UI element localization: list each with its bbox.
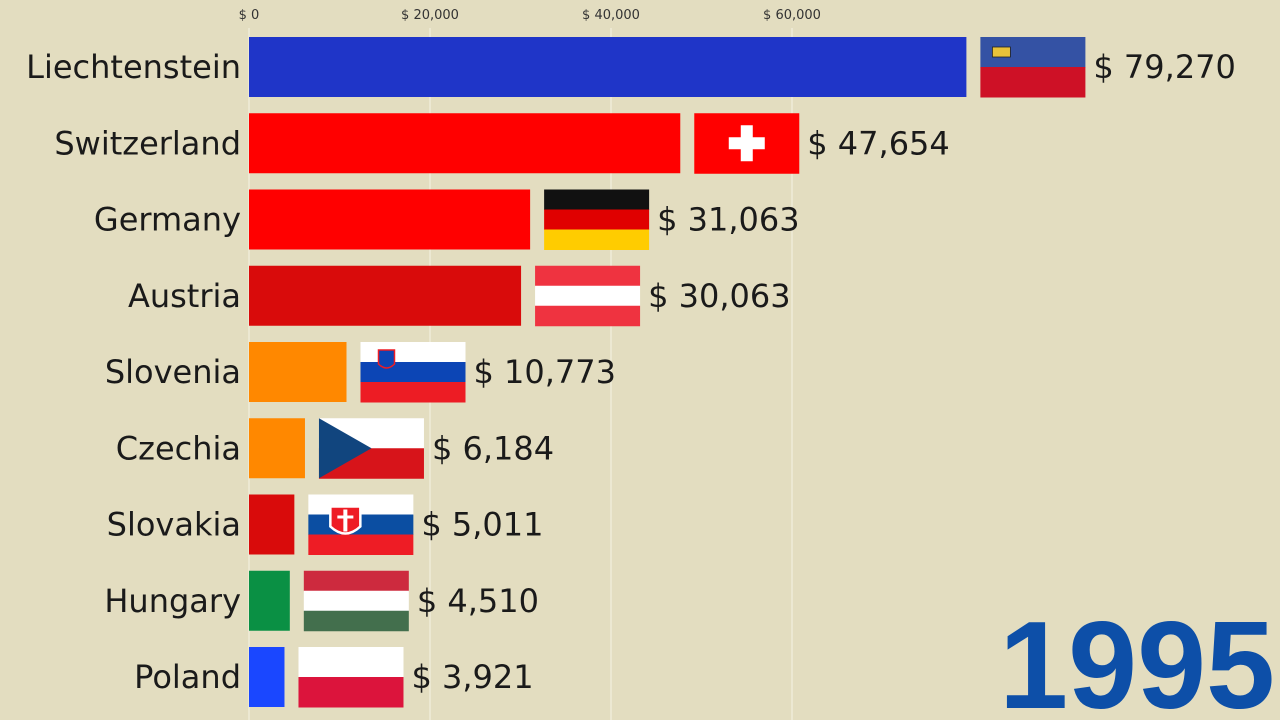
category-label: Germany [94,201,241,239]
flag-stripe [980,67,1086,98]
bar [249,265,522,326]
flag [308,494,414,555]
flag-stripe [298,647,404,678]
value-label: $ 10,773 [473,353,615,391]
flag-stripe [535,285,641,307]
flag-crown [991,46,1011,58]
flag [980,37,1086,98]
flag-stripe [360,362,466,383]
x-tick-label: $ 40,000 [582,8,640,23]
flag-stripe [544,209,650,230]
flag-stripe [303,610,409,632]
flag [303,570,409,632]
category-label: Slovenia [105,353,241,391]
flag-shield [377,349,396,369]
flag-stripe [308,534,414,555]
category-label: Poland [134,658,241,696]
value-label: $ 5,011 [421,506,543,544]
category-label: Switzerland [54,124,241,162]
x-tick-label: $ 0 [239,8,260,23]
flag [694,113,800,174]
value-label: $ 30,063 [648,277,791,315]
flag-cross [337,515,354,519]
value-label: $ 47,654 [807,124,950,162]
bar [249,494,295,555]
bar [249,189,531,250]
category-label: Slovakia [107,506,241,544]
x-tick-label: $ 20,000 [401,8,459,23]
category-label: Liechtenstein [26,48,241,86]
category-label: Austria [128,277,241,315]
flag-cross [728,137,765,150]
flag-stripe [544,189,650,210]
flag [360,342,466,403]
category-label: Czechia [116,429,241,467]
bar [249,647,285,707]
flag-stripe [360,382,466,403]
value-label: $ 4,510 [417,582,539,620]
flag-stripe [535,305,641,327]
flag [544,189,650,250]
flag [318,418,424,479]
bar [249,37,967,97]
year-label: 1995 [999,597,1275,720]
flag-stripe [298,677,404,708]
flag [298,647,404,708]
value-label: $ 3,921 [411,658,533,696]
flag-cross [343,509,348,532]
flag-stripe [360,342,466,363]
bar [249,570,290,631]
flag-triangle [318,418,372,479]
value-label: $ 31,063 [657,201,800,239]
flag-stripe [303,590,409,612]
flag-stripe [535,265,641,287]
category-label: Hungary [104,582,241,620]
value-label: $ 79,270 [1093,48,1236,86]
value-label: $ 6,184 [432,429,554,467]
flag [535,265,641,327]
flag-stripe [544,229,650,250]
plot: Liechtenstein $ 79,270 Switzerland $ 47,654… [26,37,1236,708]
x-tick-label: $ 60,000 [763,8,821,23]
flag-stripe [303,570,409,592]
bar [249,418,305,479]
bar [249,113,681,174]
bar [249,342,347,402]
